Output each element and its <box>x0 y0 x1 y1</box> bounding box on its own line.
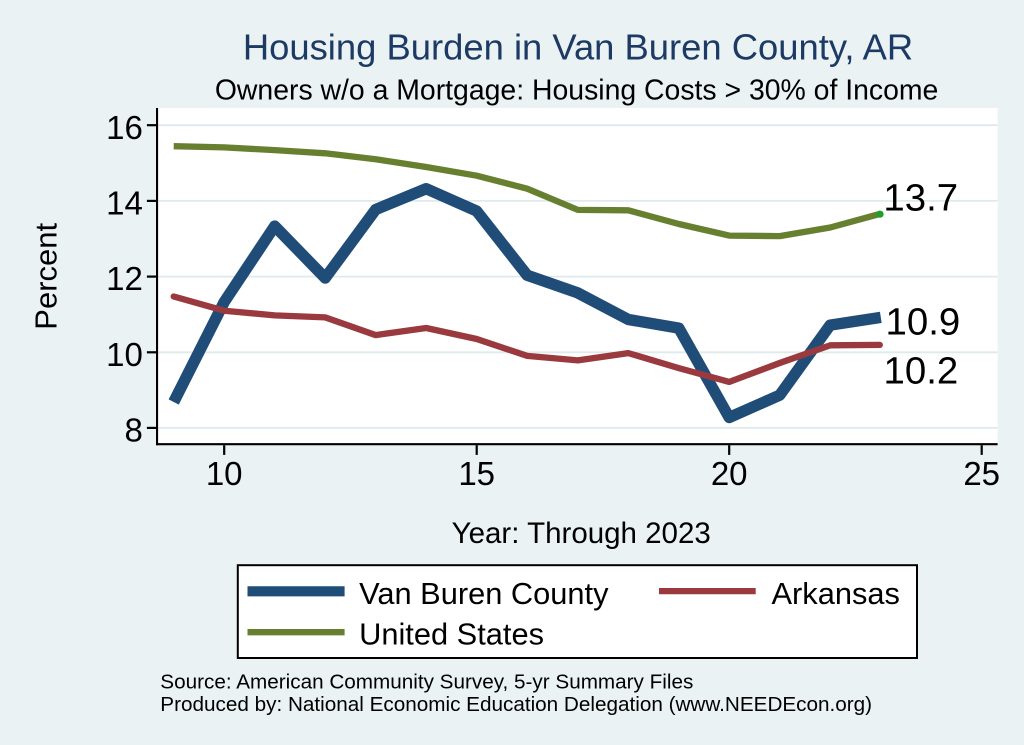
svg-text:10: 10 <box>106 336 143 373</box>
svg-text:12: 12 <box>106 260 143 297</box>
svg-text:Owners w/o a Mortgage: Housing: Owners w/o a Mortgage: Housing Costs > 3… <box>215 74 939 106</box>
svg-text:Housing Burden in Van Buren Co: Housing Burden in Van Buren County, AR <box>243 27 913 68</box>
svg-text:Arkansas: Arkansas <box>772 576 900 611</box>
svg-text:14: 14 <box>106 185 143 222</box>
svg-text:10.2: 10.2 <box>884 350 959 393</box>
svg-text:15: 15 <box>458 455 495 492</box>
svg-text:Produced by: National Economic: Produced by: National Economic Education… <box>160 693 872 716</box>
svg-text:25: 25 <box>963 455 1000 492</box>
svg-text:20: 20 <box>711 455 748 492</box>
svg-text:Source: American Community Sur: Source: American Community Survey, 5-yr … <box>160 671 693 694</box>
svg-text:Year: Through 2023: Year: Through 2023 <box>452 517 711 550</box>
svg-text:United States: United States <box>359 616 544 651</box>
svg-text:Percent: Percent <box>28 222 63 329</box>
svg-text:10: 10 <box>206 455 243 492</box>
svg-text:16: 16 <box>106 109 143 146</box>
svg-text:13.7: 13.7 <box>883 177 958 220</box>
svg-text:Van Buren County: Van Buren County <box>359 576 609 611</box>
svg-text:10.9: 10.9 <box>886 301 961 344</box>
svg-text:8: 8 <box>125 412 143 449</box>
